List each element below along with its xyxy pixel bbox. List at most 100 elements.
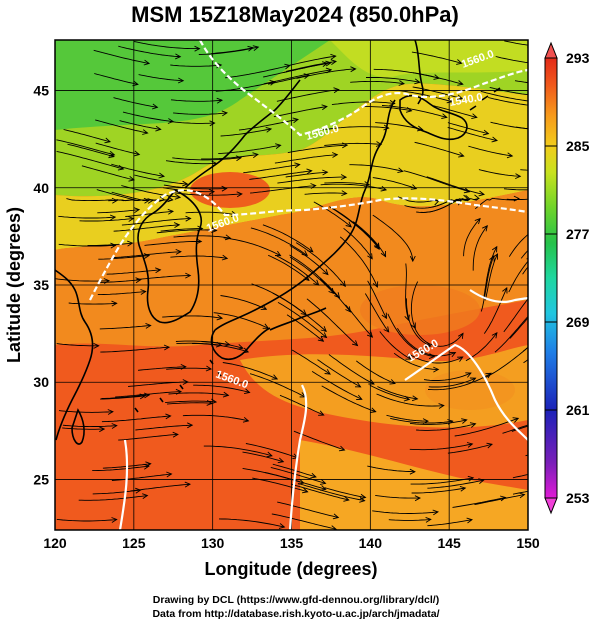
streamline [271, 513, 337, 530]
streamline [339, 236, 378, 288]
colorbar-min-arrow [544, 497, 558, 515]
streamline-arrowhead [575, 81, 580, 86]
streamline [350, 80, 405, 85]
streamline [297, 482, 365, 502]
streamline-arrowhead [142, 129, 149, 135]
streamline [58, 410, 113, 413]
streamline [412, 86, 463, 100]
streamline-arrowhead [196, 238, 203, 245]
streamline-arrowhead [111, 517, 118, 523]
streamline [512, 490, 528, 495]
y-tick-label: 35 [33, 277, 49, 293]
streamline [272, 292, 327, 332]
streamline [478, 169, 521, 177]
streamline [111, 191, 165, 201]
streamline-arrowhead [441, 113, 448, 119]
y-tick-label: 40 [33, 180, 49, 196]
streamline [433, 105, 477, 118]
streamline-arrowhead [573, 483, 578, 488]
streamline [408, 353, 463, 364]
streamline [287, 144, 348, 154]
streamline [363, 106, 412, 112]
streamline-arrowhead [325, 60, 332, 67]
streamline-arrowhead [463, 187, 471, 194]
streamline [313, 201, 352, 228]
map-frame [54, 39, 529, 531]
streamline [100, 346, 170, 353]
streamline [333, 208, 380, 249]
streamline-arrowhead [235, 155, 243, 162]
streamline [399, 90, 453, 103]
streamline [376, 393, 444, 407]
streamline-arrowhead [433, 366, 440, 373]
streamline-arrowhead [491, 136, 498, 143]
streamline-arrowhead [492, 253, 498, 260]
streamline-arrowhead [410, 184, 418, 190]
coastlines [55, 40, 501, 445]
streamline [375, 494, 421, 499]
streamline-arrowhead [449, 351, 457, 358]
streamline [329, 206, 380, 250]
streamline [170, 255, 228, 259]
streamline [169, 121, 215, 124]
streamline [135, 424, 193, 431]
streamline [409, 419, 467, 425]
chart-title: MSM 15Z18May2024 (850.0hPa) [131, 2, 459, 27]
streamline-arrowhead [244, 388, 251, 395]
streamline [372, 177, 417, 190]
streamline-arrowhead [341, 190, 348, 197]
streamline-arrowhead [485, 372, 492, 379]
streamline [324, 487, 366, 498]
streamline [405, 263, 410, 321]
streamline-arrowhead [458, 151, 465, 158]
colorbar-tick-label: 261 [566, 402, 590, 418]
streamline [274, 154, 338, 164]
streamline [249, 170, 312, 180]
streamline [377, 386, 418, 400]
streamline [220, 295, 267, 310]
streamline-arrowhead [466, 517, 473, 524]
streamline [515, 126, 528, 130]
streamline-arrowhead [381, 312, 387, 320]
streamline [356, 360, 396, 384]
streamline-arrowhead [467, 475, 475, 482]
streamline [193, 384, 250, 393]
streamline-arrowhead [98, 426, 106, 433]
streamline-arrowhead [221, 110, 228, 117]
streamline [118, 433, 178, 441]
streamline [468, 145, 513, 157]
streamline-arrowhead [145, 461, 152, 468]
streamline [289, 256, 335, 294]
streamline-arrowhead [512, 417, 520, 423]
streamline-arrowhead [173, 222, 181, 228]
streamline [166, 367, 212, 370]
streamline [428, 377, 476, 388]
streamline [173, 192, 242, 196]
streamline-arrowhead [367, 253, 373, 260]
streamline-arrowhead [529, 99, 534, 104]
streamline [483, 346, 528, 379]
streamline-arrowhead [330, 525, 337, 530]
streamline-arrowhead [271, 374, 279, 380]
streamline [416, 423, 476, 431]
streamline-arrowhead [322, 269, 329, 276]
streamline [173, 112, 228, 115]
streamline [494, 315, 528, 353]
streamline [165, 160, 217, 165]
streamline [163, 184, 227, 190]
streamline [113, 97, 158, 108]
streamline-arrowhead [324, 369, 331, 375]
streamline-arrowhead [184, 481, 192, 488]
streamline-arrowhead [486, 442, 493, 449]
streamline-arrowhead [409, 468, 416, 475]
streamline [113, 224, 180, 232]
streamline [474, 494, 525, 505]
streamline-arrowhead [209, 120, 216, 127]
streamline [270, 466, 326, 484]
streamline-arrowhead [403, 395, 411, 402]
streamline-arrowhead [180, 363, 187, 370]
streamline [343, 227, 373, 260]
streamline [447, 443, 493, 454]
streamline [367, 280, 387, 319]
streamline-arrowhead [433, 74, 440, 80]
